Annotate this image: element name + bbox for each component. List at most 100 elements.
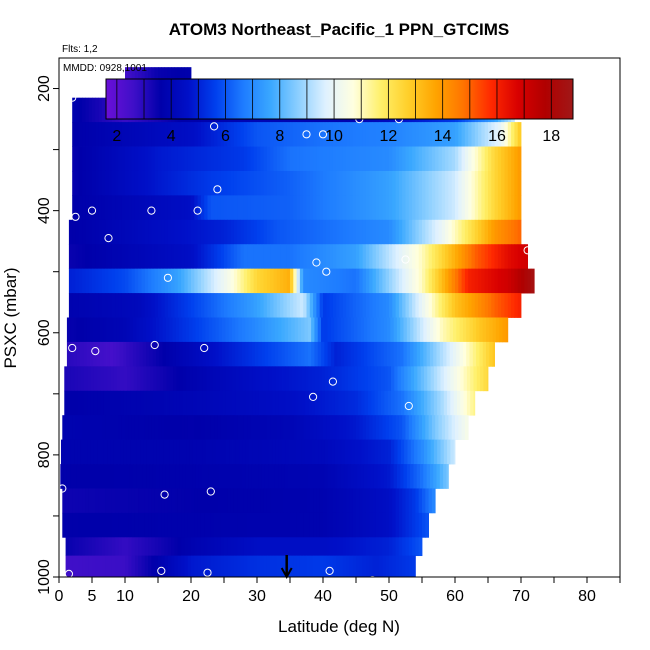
heatmap-cell bbox=[181, 268, 185, 294]
heatmap-cell bbox=[237, 537, 241, 557]
heatmap-cell bbox=[341, 366, 346, 392]
heatmap-cell bbox=[346, 195, 350, 221]
heatmap-cell bbox=[339, 537, 344, 557]
heatmap-cell bbox=[308, 366, 313, 392]
heatmap-cell bbox=[373, 464, 378, 489]
heatmap-cell bbox=[379, 244, 383, 270]
heatmap-cell bbox=[281, 341, 286, 367]
heatmap-cell bbox=[252, 366, 257, 392]
heatmap-cell bbox=[184, 195, 189, 221]
heatmap-cell bbox=[68, 537, 73, 557]
heatmap-cell bbox=[451, 244, 456, 270]
heatmap-cell bbox=[483, 366, 488, 392]
heatmap-cell bbox=[231, 317, 236, 343]
heatmap-cell bbox=[76, 464, 81, 489]
heatmap-cell bbox=[342, 244, 347, 270]
heatmap-cell bbox=[101, 488, 106, 514]
heatmap-cell bbox=[336, 268, 340, 294]
heatmap-cell bbox=[92, 219, 96, 245]
heatmap-cell bbox=[220, 244, 225, 270]
heatmap-cell bbox=[266, 195, 271, 221]
heatmap-cell bbox=[445, 146, 449, 172]
heatmap-cell bbox=[194, 512, 198, 538]
heatmap-cell bbox=[260, 537, 264, 557]
heatmap-cell bbox=[428, 146, 433, 172]
heatmap-cell bbox=[125, 244, 129, 270]
heatmap-cell bbox=[425, 512, 429, 538]
heatmap-cell bbox=[293, 537, 297, 557]
heatmap-cell bbox=[220, 146, 225, 172]
heatmap-cell bbox=[455, 415, 459, 441]
heatmap-cell bbox=[403, 464, 408, 489]
heatmap-cell bbox=[118, 170, 123, 196]
heatmap-cell bbox=[438, 219, 443, 245]
heatmap-cell bbox=[184, 293, 189, 318]
heatmap-cell bbox=[517, 146, 522, 172]
heatmap-cell bbox=[240, 415, 245, 441]
heatmap-cell bbox=[167, 415, 172, 441]
heatmap-cell bbox=[222, 464, 226, 489]
heatmap-cell bbox=[262, 390, 266, 416]
heatmap-cell bbox=[73, 317, 78, 343]
heatmap-cell bbox=[177, 293, 182, 318]
heatmap-cell bbox=[413, 317, 418, 343]
heatmap-cell bbox=[158, 122, 162, 147]
heatmap-cell bbox=[306, 122, 311, 147]
heatmap-cell bbox=[429, 341, 434, 367]
heatmap-cell bbox=[278, 366, 283, 392]
heatmap-cell bbox=[321, 439, 326, 465]
heatmap-cell bbox=[101, 415, 106, 441]
heatmap-cell bbox=[346, 488, 350, 514]
heatmap-cell bbox=[144, 122, 149, 147]
heatmap-cell bbox=[191, 244, 195, 270]
heatmap-cell bbox=[105, 488, 109, 514]
heatmap-cell bbox=[214, 170, 218, 196]
heatmap-cell bbox=[217, 170, 222, 196]
heatmap-cell bbox=[511, 146, 515, 172]
heatmap-cell bbox=[169, 317, 173, 343]
heatmap-cell bbox=[121, 415, 126, 441]
heatmap-cell bbox=[263, 537, 268, 557]
heatmap-cell bbox=[187, 170, 192, 196]
heatmap-cell bbox=[338, 439, 342, 465]
heatmap-cell bbox=[144, 415, 149, 441]
heatmap-cell bbox=[369, 146, 373, 172]
heatmap-cell bbox=[257, 415, 261, 441]
heatmap-cell bbox=[227, 219, 231, 245]
heatmap-cell bbox=[99, 464, 104, 489]
heatmap-cell bbox=[252, 439, 257, 465]
heatmap-cell bbox=[412, 219, 416, 245]
heatmap-cell bbox=[210, 512, 215, 538]
heatmap-cell bbox=[268, 390, 273, 416]
heatmap-cell bbox=[507, 293, 512, 318]
heatmap-cell bbox=[461, 415, 466, 441]
sample-point bbox=[87, 206, 97, 215]
heatmap-cell bbox=[494, 146, 499, 172]
heatmap-cell bbox=[92, 293, 96, 318]
heatmap-cell bbox=[134, 488, 139, 514]
heatmap-cell bbox=[174, 488, 179, 514]
heatmap-cell bbox=[394, 366, 398, 392]
heatmap-cell bbox=[313, 170, 317, 196]
heatmap-cell bbox=[472, 341, 477, 367]
heatmap-cell bbox=[217, 488, 222, 514]
heatmap-cell bbox=[273, 537, 278, 557]
heatmap-cell bbox=[455, 244, 459, 270]
heatmap-cell bbox=[305, 390, 309, 416]
heatmap-cell bbox=[336, 146, 340, 172]
heatmap-cell bbox=[243, 244, 248, 270]
heatmap-cell bbox=[197, 537, 202, 557]
heatmap-cell bbox=[524, 268, 528, 294]
heatmap-cell bbox=[258, 439, 263, 465]
heatmap-cell bbox=[315, 439, 319, 465]
heatmap-cell bbox=[313, 122, 317, 147]
heatmap-cell bbox=[238, 341, 243, 367]
heatmap-cell bbox=[329, 244, 334, 270]
heatmap-cell bbox=[144, 555, 149, 578]
heatmap-cell bbox=[88, 244, 93, 270]
heatmap-cell bbox=[129, 464, 134, 489]
heatmap-cell bbox=[140, 439, 144, 465]
heatmap-cell bbox=[243, 170, 248, 196]
heatmap-cell bbox=[187, 537, 192, 557]
heatmap-cell bbox=[105, 512, 109, 538]
